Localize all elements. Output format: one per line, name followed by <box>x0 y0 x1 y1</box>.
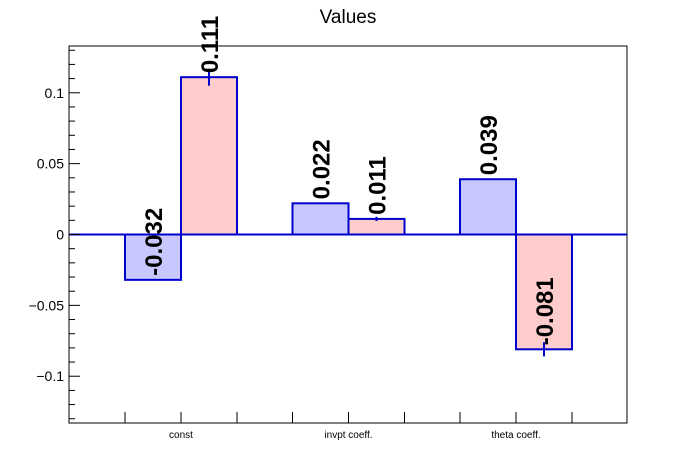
y-tick-label: 0.05 <box>37 156 64 172</box>
data-label: -0.032 <box>141 208 168 276</box>
data-label: 0.039 <box>476 115 503 175</box>
y-tick-label: −0.1 <box>36 368 64 384</box>
x-category-label: theta coeff. <box>491 430 540 441</box>
data-label: 0.111 <box>197 16 224 73</box>
y-tick-label: 0.1 <box>45 85 65 101</box>
bar <box>459 178 517 236</box>
data-label: 0.022 <box>309 139 336 199</box>
bar <box>347 217 406 236</box>
bar <box>291 202 350 236</box>
x-category-label: invpt coeff. <box>324 430 372 441</box>
bar <box>515 233 573 351</box>
chart-title: Values <box>320 7 377 28</box>
data-label: 0.011 <box>365 156 392 215</box>
bar <box>180 76 238 236</box>
data-label: -0.081 <box>532 277 559 345</box>
x-category-label: const <box>169 430 193 441</box>
y-tick-label: 0 <box>56 227 64 243</box>
y-tick-label: −0.05 <box>29 297 65 313</box>
